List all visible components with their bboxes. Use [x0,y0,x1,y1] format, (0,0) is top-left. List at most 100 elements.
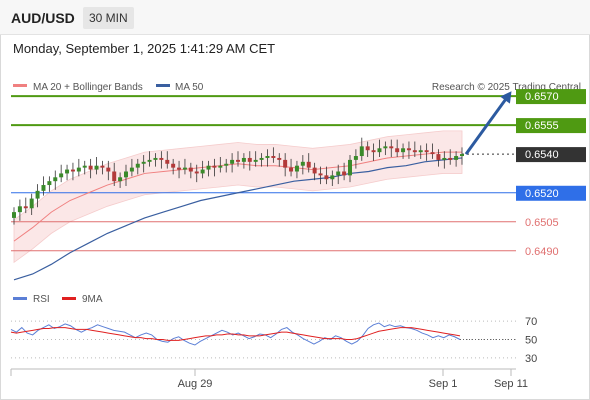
candle-body [377,148,382,153]
rsi-tick-70: 70 [525,316,537,328]
legend-9ma-label: 9MA [82,294,103,305]
candle-body [171,163,176,168]
rsi-9ma-line [10,327,461,341]
candle-body [65,169,70,174]
candle-body [271,156,276,158]
legend-ma20-label: MA 20 + Bollinger Bands [33,82,143,93]
x-tick-sep1: Sep 1 [429,378,458,390]
candle-body [106,167,111,172]
candle-body [241,157,246,162]
forecast-arrow [464,91,512,155]
level-label-0.6555: 0.6555 [525,120,559,132]
candle-body [448,157,453,160]
candle-body [188,167,193,172]
candle-body [88,165,93,170]
level-tag-current [516,147,586,163]
level-label-0.6505: 0.6505 [525,217,559,229]
candle-body [265,156,270,158]
candle-body [94,165,99,170]
bollinger-band-area [13,130,463,264]
candle-body [253,159,258,162]
header-bar: AUD/USD 30 MIN [0,0,590,35]
candle-body [306,161,311,168]
candle-body [294,165,299,172]
candle-body [424,150,429,153]
candle-body [436,154,441,160]
candle-body [300,161,305,166]
candle-body [430,152,435,155]
candle-body [230,159,235,164]
candle-body [353,156,358,160]
candle-body [194,171,199,174]
candle-body [460,154,464,157]
candle-body [418,150,423,153]
rsi-tick-50: 50 [525,335,537,347]
candle-body [224,163,229,166]
rsi-panel: 70 50 30 [10,316,537,365]
level-label-0.6570: 0.6570 [525,91,559,103]
candle-body [247,157,252,162]
level-tag-0.6555 [516,118,586,134]
candle-body [259,157,264,160]
legend-ma50-swatch [156,84,170,87]
x-tick-sep11: Sep 11 [494,378,528,390]
credit-label: Research © 2025 Trading Central [432,82,581,93]
candle-body [330,175,335,180]
forecast-arrow-shaft [464,95,510,155]
candle-body [100,165,105,168]
candle-body [454,156,459,160]
candle-body [236,159,240,162]
candle-body [59,173,64,178]
candle-body [41,185,46,191]
candle-body [165,159,170,164]
candle-body [118,177,123,182]
candle-body [124,171,128,178]
candle-body [365,146,370,151]
legend-rsi-label: RSI [33,294,50,305]
symbol-label: AUD/USD [11,10,75,26]
level-label-0.6520: 0.6520 [525,188,559,200]
candle-body [312,167,317,174]
legend-9ma-swatch [62,297,76,300]
candle-body [401,148,406,153]
datetime-label: Monday, September 1, 2025 1:41:29 AM CET [13,41,276,56]
candle-body [70,169,75,172]
candle-body [389,146,394,149]
candle-body [218,165,223,168]
candle-body [412,150,417,153]
candle-body [177,167,182,170]
candle-body [141,161,146,164]
ma50-path [13,157,463,281]
candle-body [324,175,329,180]
candle-body [12,212,16,218]
candle-body [206,165,211,170]
candle-body [182,167,187,170]
legend-ma20-swatch [13,84,27,87]
candle-body [200,169,205,174]
candle-body [153,157,158,160]
forecast-arrow-head [500,91,512,104]
candle-body [82,165,87,168]
candle-body [336,171,341,176]
candle-body [159,157,164,160]
candle-body [342,171,347,176]
candle-body [17,206,22,213]
legend-rsi-swatch [13,297,27,300]
candle-body [29,198,34,209]
level-tag-0.6520 [516,185,586,201]
candle-body [359,146,364,157]
level-label-0.6490: 0.6490 [525,246,559,258]
timeframe-button[interactable]: 30 MIN [83,7,134,29]
candle-body [348,159,352,176]
candle-body [395,148,400,153]
candle-body [277,157,282,160]
ma50-line [13,157,463,281]
candle-body [318,173,323,176]
bollinger-bands [13,130,463,264]
candle-body [47,181,52,186]
candle-body [147,159,152,162]
candle-body [371,150,376,153]
candle-body [406,148,411,151]
level-tag-0.6570 [516,89,586,105]
